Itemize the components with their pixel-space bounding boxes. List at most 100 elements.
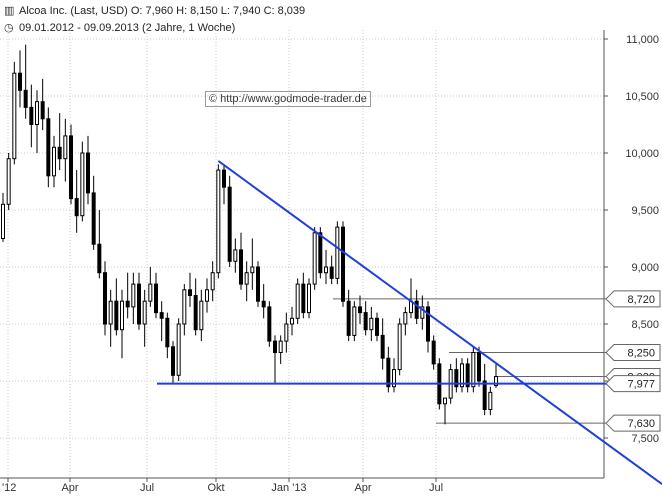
candle-body xyxy=(125,300,130,308)
candle-body xyxy=(386,357,391,388)
candle-body xyxy=(216,169,221,274)
candle-body xyxy=(74,198,79,217)
candle-body xyxy=(443,397,447,405)
candle-body xyxy=(352,306,357,336)
chart-date-line: ◷ 09.01.2012 - 09.09.2013 (2 Jahre, 1 Woc… xyxy=(4,21,235,34)
y-tick-label: 11,000 xyxy=(626,34,659,46)
candle-body xyxy=(103,272,107,325)
candle-body xyxy=(91,192,96,245)
support-price-tag: 7,977 xyxy=(605,375,661,393)
price-tag-text: 8,720 xyxy=(627,294,655,306)
price-tag-box xyxy=(605,344,661,361)
candle-body xyxy=(154,283,158,314)
y-tick-label: 10,000 xyxy=(625,148,659,160)
candle-body xyxy=(290,317,294,325)
candle-body xyxy=(108,300,113,325)
candle-body xyxy=(52,146,56,177)
candle-body xyxy=(363,312,368,331)
candle-body xyxy=(488,391,493,410)
x-tick-label: Jul xyxy=(140,482,154,494)
candle-body xyxy=(199,300,204,331)
candle-body xyxy=(482,380,487,410)
candle-body xyxy=(284,323,289,342)
support-price-tag-text: 7,977 xyxy=(627,379,655,391)
candle-body xyxy=(69,135,73,200)
price-tag: 8,720 xyxy=(605,290,661,308)
candle-body xyxy=(346,300,351,336)
candle-body xyxy=(57,146,62,160)
candle-body xyxy=(193,295,198,331)
price-tag: 7,630 xyxy=(605,414,661,432)
x-tick-label: Jan '13 xyxy=(271,482,306,494)
candle-body xyxy=(335,226,340,279)
candle-body xyxy=(227,186,232,262)
candle-body xyxy=(176,323,181,376)
candle-body xyxy=(420,306,425,319)
candle-body xyxy=(312,232,317,285)
candle-body xyxy=(120,300,124,331)
candle-body xyxy=(471,352,476,388)
candle-body xyxy=(403,312,408,325)
candle-body xyxy=(131,283,136,308)
price-tag-text: 8,250 xyxy=(627,348,655,360)
candle-body xyxy=(324,266,328,274)
candle-body xyxy=(63,135,68,160)
x-tick-label: Apr xyxy=(354,482,371,494)
chart-title-text: Alcoa Inc. (Last, USD) O: 7,960 H: 8,150… xyxy=(19,5,306,17)
candle-body xyxy=(414,300,419,319)
y-tick-label: 9,000 xyxy=(631,262,659,274)
x-tick-label: Okt xyxy=(207,482,224,494)
candle-body xyxy=(1,203,5,240)
candle-body xyxy=(397,323,402,371)
candle-body xyxy=(159,312,164,319)
support-price-tag-box xyxy=(605,375,661,393)
clock-icon: ◷ xyxy=(4,22,14,34)
y-tick-label: 7,500 xyxy=(631,433,659,445)
candle-body xyxy=(375,317,379,336)
candle-body xyxy=(380,334,385,359)
candle-body xyxy=(171,346,175,376)
candle-body xyxy=(465,363,470,388)
x-tick-label: Apr xyxy=(61,482,78,494)
price-tag-box xyxy=(605,414,661,432)
y-tick-label: 9,500 xyxy=(631,205,659,217)
candle-body xyxy=(267,306,272,342)
candle-body xyxy=(392,369,396,388)
candle-body xyxy=(460,363,464,388)
y-tick-label: 8,500 xyxy=(631,319,659,331)
chart-date-text: 09.01.2012 - 09.09.2013 (2 Jahre, 1 Woch… xyxy=(19,22,236,34)
candle-body xyxy=(358,306,362,314)
candle-body xyxy=(18,72,22,91)
candle-body xyxy=(454,369,459,388)
candle-body xyxy=(210,272,215,291)
candle-body xyxy=(318,232,323,274)
candle-body xyxy=(477,352,481,382)
price-tag: 8,250 xyxy=(605,344,661,361)
price-tag-text: 7,630 xyxy=(627,418,655,430)
price-tag-box xyxy=(605,290,661,308)
downtrend-line xyxy=(217,160,662,485)
candle-body xyxy=(46,118,51,177)
candle-body xyxy=(35,101,39,125)
candle-body xyxy=(329,266,334,279)
candle-body xyxy=(29,106,34,126)
candle-body xyxy=(148,283,153,302)
candle-body xyxy=(295,283,300,319)
candle-body xyxy=(142,300,147,325)
candle-body xyxy=(273,340,277,354)
candle-body xyxy=(233,249,238,262)
x-tick-label: Jul xyxy=(429,482,443,494)
candle-body xyxy=(23,89,28,108)
candle-body xyxy=(341,226,345,302)
candle-body xyxy=(86,152,90,194)
y-tick-label: 10,500 xyxy=(625,91,659,103)
candle-body xyxy=(256,266,260,302)
candle-body xyxy=(307,283,311,314)
candle-body xyxy=(278,340,283,354)
candle-body xyxy=(80,152,85,217)
candle-body xyxy=(426,306,430,342)
candle-body xyxy=(431,340,436,365)
candle-body xyxy=(261,300,266,308)
candle-body xyxy=(165,317,170,348)
candle-body xyxy=(188,289,192,296)
